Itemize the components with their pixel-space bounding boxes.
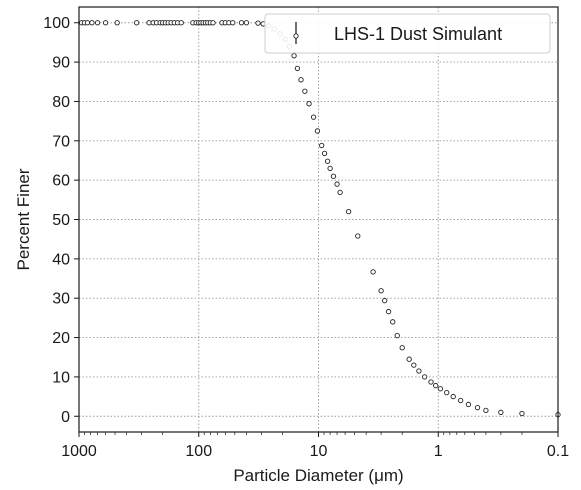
data-point <box>255 20 261 26</box>
data-point <box>330 173 337 179</box>
y-tick-label: 60 <box>52 173 70 190</box>
data-point <box>291 53 297 59</box>
data-point <box>437 386 444 392</box>
data-point <box>230 20 236 26</box>
data-point <box>294 65 301 72</box>
x-tick-label: 1 <box>434 443 443 460</box>
legend: LHS-1 Dust Simulant <box>264 13 551 54</box>
axis-ticks: 1000 100 10 1 0.1 0 10 20 30 40 50 60 70 80 90 100 <box>43 15 569 460</box>
data-point <box>433 382 439 389</box>
y-tick-label: 50 <box>52 212 70 229</box>
data-point <box>306 101 312 107</box>
data-point <box>321 150 328 157</box>
data-points <box>79 20 561 418</box>
y-tick-label: 20 <box>52 330 70 347</box>
data-point <box>337 189 343 195</box>
data-point <box>89 20 95 26</box>
legend-marker <box>293 33 299 39</box>
data-point <box>498 409 504 415</box>
data-point <box>465 401 472 408</box>
data-point <box>314 128 321 134</box>
data-point <box>428 379 434 385</box>
data-point <box>243 20 250 26</box>
data-point <box>355 233 361 239</box>
data-point <box>458 397 464 404</box>
data-point <box>346 208 352 215</box>
legend-box <box>264 13 551 54</box>
data-point <box>411 362 417 368</box>
y-tick-label: 0 <box>61 409 70 426</box>
data-point <box>444 389 450 396</box>
data-point <box>382 297 388 304</box>
data-point <box>302 88 308 94</box>
y-tick-label: 40 <box>52 251 70 268</box>
legend-entry-label: LHS-1 Dust Simulant <box>334 24 502 44</box>
data-point <box>399 345 405 351</box>
data-point <box>134 20 140 26</box>
data-point <box>519 410 525 417</box>
data-point <box>84 20 91 26</box>
data-point <box>210 20 216 26</box>
y-tick-label: 30 <box>52 291 70 308</box>
data-point <box>406 356 412 362</box>
data-point <box>327 165 333 171</box>
data-point <box>324 158 331 164</box>
data-point <box>474 404 481 411</box>
y-tick-label: 100 <box>43 15 70 32</box>
y-tick-label: 70 <box>52 133 70 150</box>
data-point <box>319 142 325 149</box>
x-tick-label: 1000 <box>61 443 97 460</box>
data-point <box>178 20 184 26</box>
grid-lines <box>78 7 559 432</box>
data-point <box>416 368 422 374</box>
x-tick-label: 10 <box>310 443 328 460</box>
y-tick-label: 10 <box>52 369 70 386</box>
data-point <box>378 288 384 294</box>
x-tick-label: 100 <box>185 443 212 460</box>
data-point <box>298 77 304 83</box>
data-point <box>385 308 392 315</box>
data-point <box>310 114 317 120</box>
data-point <box>334 181 340 187</box>
data-point <box>394 332 400 339</box>
data-point <box>370 269 376 275</box>
data-point <box>238 20 245 26</box>
data-point <box>390 319 396 325</box>
y-tick-label: 90 <box>52 55 70 72</box>
data-point <box>421 374 428 380</box>
x-axis-label: Particle Diameter (μm) <box>233 466 403 485</box>
data-point <box>450 393 456 400</box>
data-point <box>102 20 109 26</box>
data-point <box>94 20 101 26</box>
data-point <box>114 20 120 26</box>
y-axis-label: Percent Finer <box>14 168 33 270</box>
data-point <box>483 407 489 414</box>
y-tick-label: 80 <box>52 94 70 111</box>
x-tick-label: 0.1 <box>547 443 569 460</box>
